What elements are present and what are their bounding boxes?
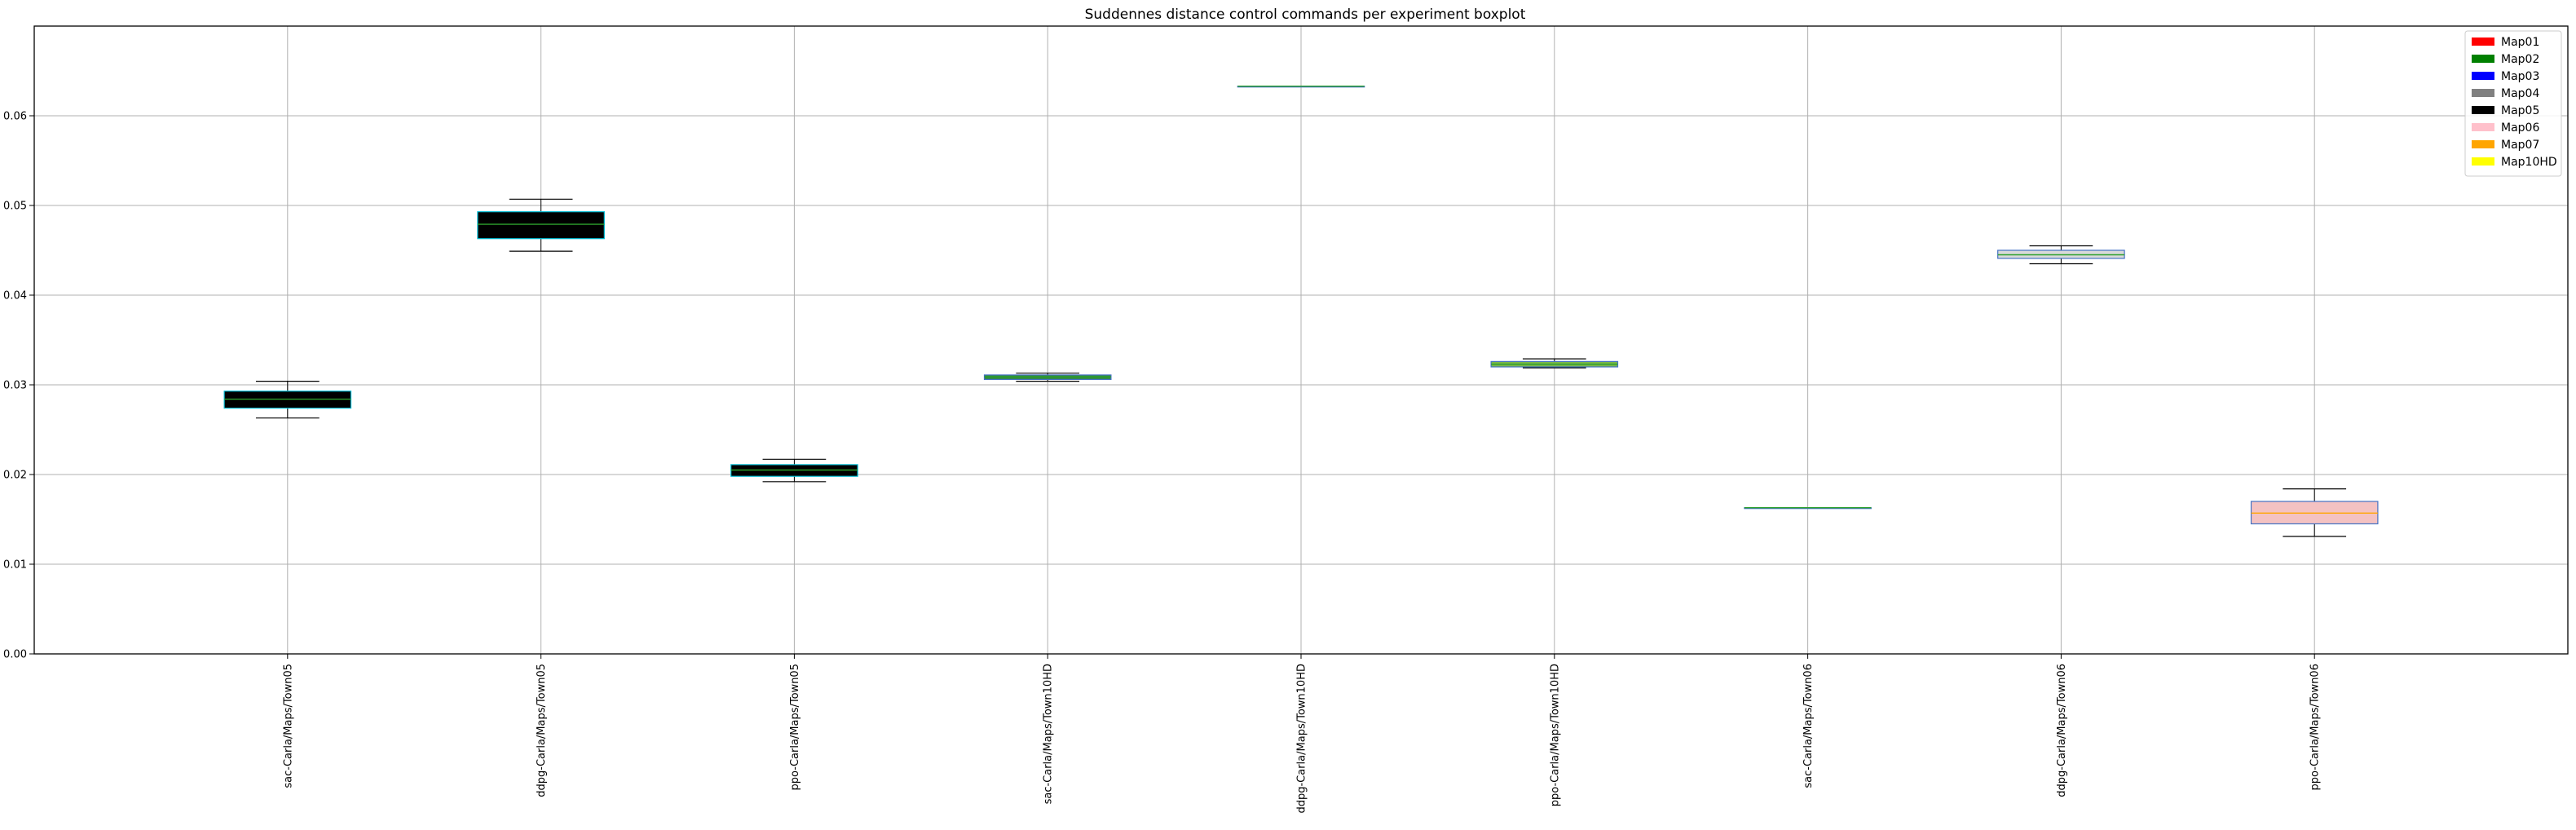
legend-label: Map06 <box>2501 121 2539 135</box>
grid-layer <box>34 26 2568 655</box>
legend-swatch <box>2472 140 2494 148</box>
x-tick-label: ddpg-Carla/Maps/Town05 <box>536 664 548 797</box>
box-ppo-carla-maps-town06 <box>2250 488 2379 537</box>
legend-swatch <box>2472 89 2494 97</box>
box-layer <box>223 85 2379 537</box>
x-tick-label: ddpg-Carla/Maps/Town10HD <box>1296 664 1308 814</box>
y-tick-label: 0.00 <box>3 649 27 661</box>
box-body <box>477 211 605 240</box>
chart-title: Suddennes distance control commands per … <box>1085 7 1526 23</box>
box-ddpg-carla-maps-town05 <box>477 198 605 252</box>
y-tick-label: 0.01 <box>3 559 27 572</box>
legend-label: Map07 <box>2501 139 2539 152</box>
axis-layer: 0.00 0.01 0.02 0.03 0.04 0.05 0.06 sac-Carla/Ma… <box>3 111 2322 814</box>
legend: Map01 Map02 Map03 Map04 Map05 Map06 Map07 Map10… <box>2464 30 2562 177</box>
x-tick-label: ddpg-Carla/Maps/Town06 <box>2056 664 2068 797</box>
box-ddpg-carla-maps-town10hd <box>1237 85 1365 88</box>
x-tick-label: sac-Carla/Maps/Town05 <box>282 664 294 788</box>
x-tick-label: ppo-Carla/Maps/Town05 <box>789 664 801 790</box>
y-tick-label: 0.06 <box>3 111 27 123</box>
box-sac-carla-maps-town06 <box>1744 507 1872 510</box>
box-ppo-carla-maps-town10hd <box>1490 358 1619 369</box>
box-ddpg-carla-maps-town06 <box>1997 245 2125 265</box>
legend-swatch <box>2472 55 2494 63</box>
legend-label: Map01 <box>2501 36 2539 49</box>
x-tick-label: ppo-Carla/Maps/Town06 <box>2309 664 2322 790</box>
legend-frame <box>2464 30 2562 177</box>
y-tick-label: 0.03 <box>3 380 27 392</box>
legend-swatch <box>2472 106 2494 114</box>
box-sac-carla-maps-town10hd <box>983 373 1112 382</box>
legend-label: Map03 <box>2501 70 2539 83</box>
legend-label: Map05 <box>2501 104 2539 117</box>
legend-label: Map02 <box>2501 53 2539 66</box>
box-ppo-carla-maps-town05 <box>730 458 858 483</box>
x-tick-label: sac-Carla/Maps/Town06 <box>1802 664 1815 788</box>
legend-swatch <box>2472 72 2494 80</box>
x-tick-label: sac-Carla/Maps/Town10HD <box>1043 664 1055 804</box>
y-tick-label: 0.04 <box>3 290 27 302</box>
y-tick-label: 0.02 <box>3 470 27 482</box>
legend-label: Map04 <box>2501 87 2539 100</box>
x-tick-label: ppo-Carla/Maps/Town10HD <box>1549 664 1561 806</box>
y-tick-label: 0.05 <box>3 201 27 213</box>
box-sac-carla-maps-town05 <box>223 381 352 419</box>
legend-label: Map10HD <box>2501 156 2557 169</box>
legend-swatch <box>2472 38 2494 46</box>
legend-swatch <box>2472 157 2494 166</box>
legend-swatch <box>2472 123 2494 131</box>
